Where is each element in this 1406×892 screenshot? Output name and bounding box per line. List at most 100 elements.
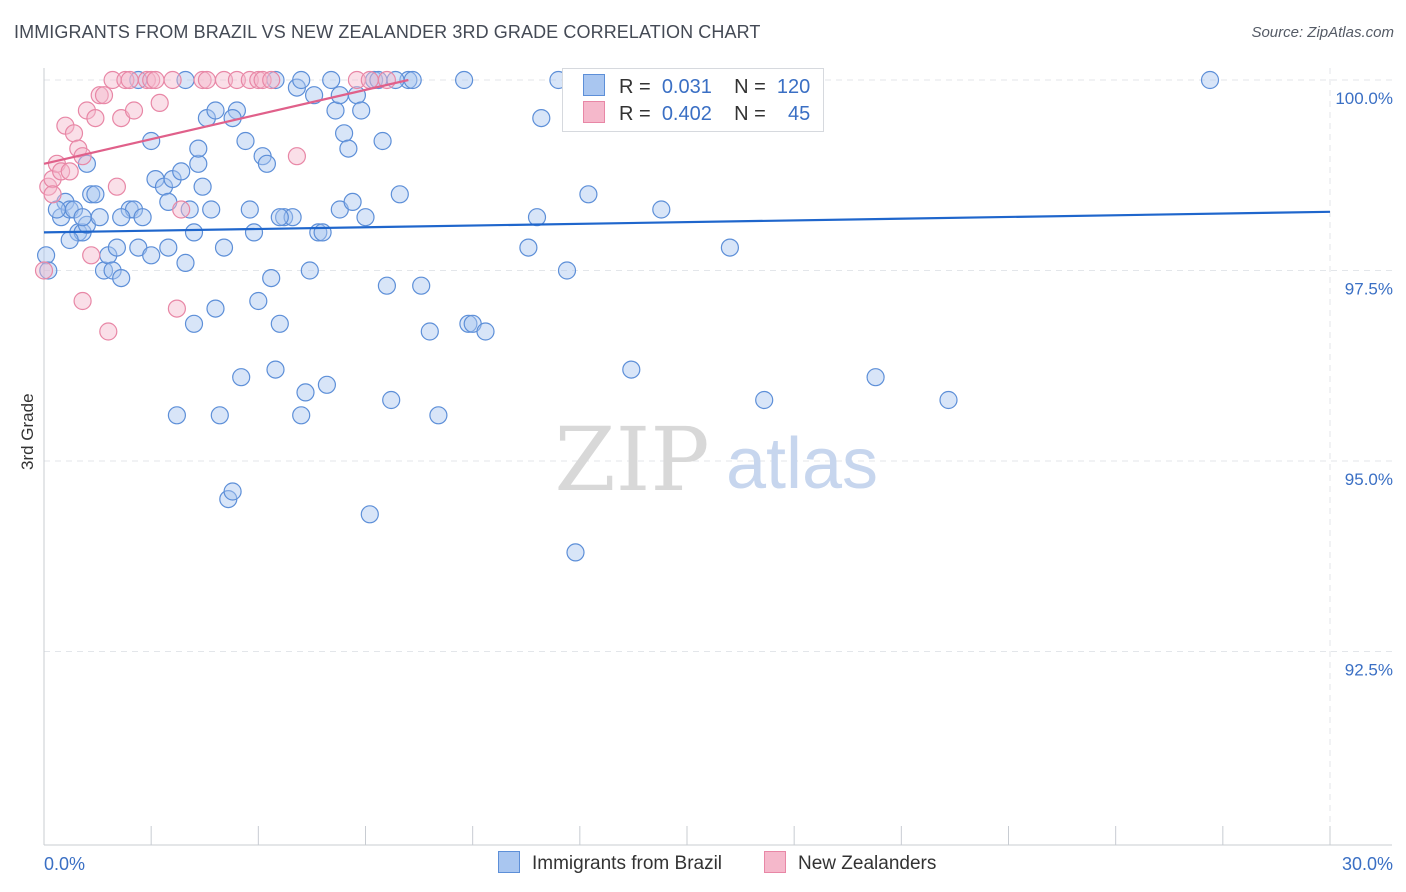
data-point	[270, 314, 289, 333]
data-point	[214, 238, 234, 257]
data-point	[176, 253, 195, 272]
x-tick-label-min: 0.0%	[44, 854, 85, 874]
data-point	[296, 383, 315, 402]
legend-item-brazil[interactable]: Immigrants from Brazil	[498, 851, 722, 875]
data-point	[720, 238, 740, 257]
data-point	[142, 70, 161, 90]
data-point	[167, 299, 186, 318]
x-tick-label-max: 30.0%	[1342, 854, 1393, 874]
trend-line-nz	[43, 78, 409, 165]
data-point	[236, 131, 255, 151]
data-point	[939, 390, 958, 410]
nz-swatch	[583, 101, 605, 123]
data-point	[335, 124, 354, 143]
data-point	[64, 124, 84, 143]
axes	[43, 68, 1392, 846]
data-point	[292, 406, 311, 425]
y-axis-label: 3rd Grade	[18, 393, 37, 470]
data-point	[146, 70, 165, 90]
data-point	[202, 200, 221, 219]
data-point	[94, 86, 114, 105]
data-point	[382, 390, 401, 410]
data-point	[347, 86, 366, 105]
y-tick-label: 92.5%	[1345, 661, 1393, 680]
nz-legend-swatch	[764, 851, 786, 873]
data-point	[755, 390, 774, 410]
data-point	[527, 208, 547, 227]
data-point	[360, 70, 379, 90]
data-point	[292, 70, 311, 90]
grid-lines	[44, 68, 1392, 845]
data-point	[86, 108, 105, 128]
data-point	[455, 70, 474, 90]
source-label: Source: ZipAtlas.com	[1251, 24, 1394, 41]
data-point	[283, 208, 302, 227]
n-label: N =	[734, 103, 766, 125]
brazil-legend-swatch	[498, 851, 520, 873]
data-point	[167, 406, 186, 425]
data-point	[197, 70, 216, 90]
data-point	[73, 208, 92, 227]
data-point	[223, 482, 242, 501]
data-point	[622, 360, 641, 379]
data-point	[262, 269, 281, 288]
data-point	[124, 101, 144, 120]
series-nz-points	[34, 70, 594, 341]
data-point	[244, 223, 264, 242]
r-label: R =	[619, 76, 651, 98]
data-point	[206, 299, 225, 318]
data-point	[60, 230, 79, 250]
data-point	[189, 154, 208, 173]
legend-label-brazil: Immigrants from Brazil	[532, 853, 723, 874]
data-point	[159, 238, 178, 257]
data-point	[313, 223, 332, 242]
data-point	[266, 360, 285, 379]
data-point	[377, 276, 396, 295]
data-point	[82, 185, 101, 204]
data-point	[287, 147, 306, 166]
data-point	[1200, 70, 1220, 90]
data-point	[566, 543, 585, 562]
r-value: 0.031	[661, 76, 712, 98]
data-point	[150, 93, 169, 113]
data-point	[300, 261, 319, 280]
data-point	[86, 185, 105, 204]
data-point	[112, 269, 131, 288]
legend-item-nz[interactable]: New Zealanders	[764, 851, 936, 875]
data-point	[172, 162, 191, 181]
data-point	[90, 86, 109, 105]
data-point	[317, 375, 336, 394]
data-point	[257, 154, 276, 173]
data-point	[343, 192, 362, 211]
data-point	[305, 86, 324, 105]
n-value: 45	[788, 103, 811, 125]
data-point	[652, 200, 671, 219]
data-point	[82, 246, 101, 265]
data-point	[399, 70, 418, 90]
data-point	[240, 200, 259, 219]
trend-line-brazil	[43, 210, 1331, 234]
legend-label-nz: New Zealanders	[798, 853, 937, 874]
y-tick-label: 97.5%	[1345, 280, 1393, 299]
data-point	[519, 238, 538, 257]
data-point	[163, 70, 182, 90]
stats-row-brazil: R = 0.031 N = 120	[583, 74, 810, 100]
tick-labels: 92.5% 95.0% 97.5% 100.0% 0.0% 30.0%	[44, 89, 1393, 874]
brazil-swatch	[583, 74, 605, 96]
data-point	[90, 208, 109, 227]
data-point	[420, 322, 439, 341]
stats-row-nz: R = 0.402 N = 45	[583, 101, 810, 127]
data-point	[34, 261, 54, 280]
data-point	[322, 70, 341, 90]
data-point	[373, 131, 392, 151]
data-point	[459, 314, 478, 333]
r-value: 0.402	[661, 103, 712, 125]
data-point	[43, 185, 62, 204]
watermark-zip: ZIP	[554, 408, 709, 511]
data-point	[116, 70, 135, 90]
data-point	[360, 505, 379, 524]
data-point	[120, 70, 139, 90]
data-point	[206, 101, 225, 120]
n-value: 120	[776, 76, 811, 98]
data-point	[412, 276, 431, 295]
